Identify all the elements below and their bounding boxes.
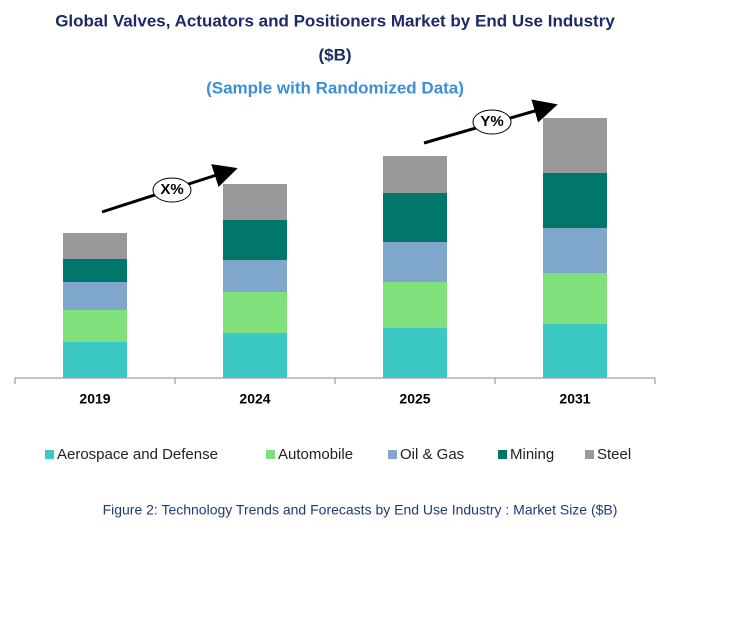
bar-segment bbox=[383, 242, 447, 282]
legend-label: Aerospace and Defense bbox=[57, 446, 218, 463]
bar-segment bbox=[223, 333, 287, 378]
legend-swatch bbox=[498, 450, 507, 459]
bar-segment bbox=[383, 193, 447, 242]
bar-segment bbox=[63, 259, 127, 282]
bar-segment bbox=[543, 173, 607, 228]
x-tick-label: 2024 bbox=[239, 391, 270, 407]
bar-segment bbox=[63, 342, 127, 378]
caption: Figure 2: Technology Trends and Forecast… bbox=[103, 502, 618, 518]
bar-segment bbox=[543, 273, 607, 324]
legend-swatch bbox=[585, 450, 594, 459]
bar-segment bbox=[223, 220, 287, 260]
bar-segment bbox=[543, 118, 607, 173]
bar-segment bbox=[63, 282, 127, 310]
bar-segment bbox=[63, 233, 127, 259]
legend-label: Automobile bbox=[278, 446, 353, 463]
bar-segment bbox=[223, 292, 287, 333]
bar-segment bbox=[223, 184, 287, 220]
bar-segment bbox=[543, 228, 607, 273]
bar-segment bbox=[383, 328, 447, 378]
bar-segment bbox=[383, 156, 447, 193]
bar-segment bbox=[383, 282, 447, 328]
legend-label: Steel bbox=[597, 446, 631, 463]
chart-title: ($B) bbox=[318, 45, 351, 64]
chart-title: Global Valves, Actuators and Positioners… bbox=[55, 11, 615, 30]
bar-segment bbox=[223, 260, 287, 292]
annotation-bubble bbox=[472, 109, 512, 135]
legend-swatch bbox=[266, 450, 275, 459]
bar-segment bbox=[63, 310, 127, 342]
legend-swatch bbox=[45, 450, 54, 459]
legend-label: Mining bbox=[510, 446, 554, 463]
x-tick-label: 2031 bbox=[559, 391, 590, 407]
annotation: X% bbox=[160, 181, 183, 198]
annotation-bubble bbox=[152, 177, 192, 203]
annotation: Y% bbox=[480, 113, 503, 130]
legend-label: Oil & Gas bbox=[400, 446, 464, 463]
legend-swatch bbox=[388, 450, 397, 459]
chart-subtitle: (Sample with Randomized Data) bbox=[206, 78, 464, 97]
x-tick-label: 2019 bbox=[79, 391, 110, 407]
bar-segment bbox=[543, 324, 607, 378]
x-tick-label: 2025 bbox=[399, 391, 430, 407]
